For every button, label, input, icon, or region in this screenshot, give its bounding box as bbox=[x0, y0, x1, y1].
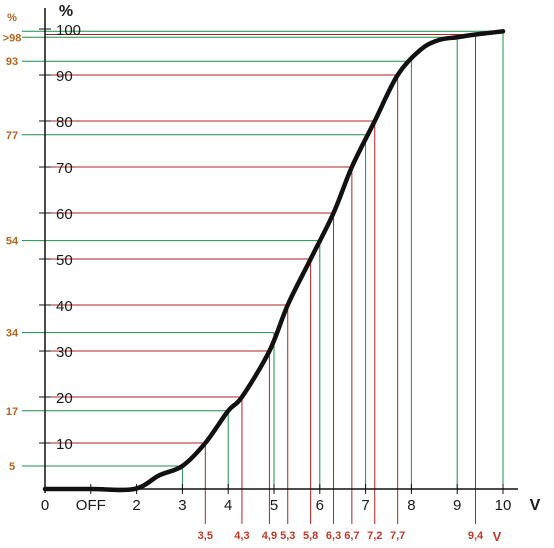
y-tick-label-80: 80 bbox=[56, 114, 73, 131]
red-x-label-3: 5,3 bbox=[280, 530, 295, 542]
x-tick-label-1: OFF bbox=[76, 497, 106, 514]
left-y-label-3: 54 bbox=[6, 236, 19, 248]
x-tick-label-9: 9 bbox=[453, 497, 461, 514]
x-tick-label-5: 5 bbox=[270, 497, 278, 514]
x-tick-label-2: 2 bbox=[132, 497, 140, 514]
x-tick-label-3: 3 bbox=[178, 497, 186, 514]
y-tick-label-60: 60 bbox=[56, 206, 73, 223]
red-x-label-6: 6,7 bbox=[344, 530, 359, 542]
y-tick-label-50: 50 bbox=[56, 252, 73, 269]
left-y-label-4: 77 bbox=[6, 130, 18, 142]
y-tick-label-10: 10 bbox=[56, 436, 73, 453]
red-x-unit-label: V bbox=[493, 529, 502, 544]
left-percent-label: % bbox=[7, 12, 17, 24]
x-tick-label-4: 4 bbox=[224, 497, 232, 514]
x-tick-label-6: 6 bbox=[316, 497, 324, 514]
y-tick-label-90: 90 bbox=[56, 68, 73, 85]
red-x-label-9: 9,4 bbox=[468, 530, 484, 542]
red-x-label-7: 7,2 bbox=[367, 530, 382, 542]
x-tick-label-7: 7 bbox=[361, 497, 369, 514]
x-tick-label-0: 0 bbox=[41, 497, 49, 514]
y-tick-label-40: 40 bbox=[56, 298, 73, 315]
left-y-label-1: 17 bbox=[6, 406, 18, 418]
y-tick-label-20: 20 bbox=[56, 390, 73, 407]
left-y-label-5: 93 bbox=[6, 56, 18, 68]
red-x-label-4: 5,8 bbox=[303, 530, 318, 542]
x-unit-label: V bbox=[530, 497, 541, 514]
y-unit-label: % bbox=[59, 3, 73, 20]
left-y-label-0: 5 bbox=[9, 461, 15, 473]
y-tick-label-30: 30 bbox=[56, 344, 73, 361]
left-y-label-2: 34 bbox=[6, 328, 19, 340]
red-x-label-2: 4,9 bbox=[262, 530, 277, 542]
y-tick-label-70: 70 bbox=[56, 160, 73, 177]
red-x-label-8: 7,7 bbox=[390, 530, 405, 542]
red-x-label-0: 3,5 bbox=[198, 530, 213, 542]
x-tick-label-10: 10 bbox=[495, 497, 512, 514]
left-y-label-6: >98 bbox=[3, 32, 22, 44]
red-x-label-5: 6,3 bbox=[326, 530, 341, 542]
y-tick-label-100: 100 bbox=[56, 22, 81, 39]
response-curve bbox=[42, 29, 506, 493]
x-tick-label-8: 8 bbox=[407, 497, 415, 514]
red-x-label-1: 4,3 bbox=[234, 530, 249, 542]
